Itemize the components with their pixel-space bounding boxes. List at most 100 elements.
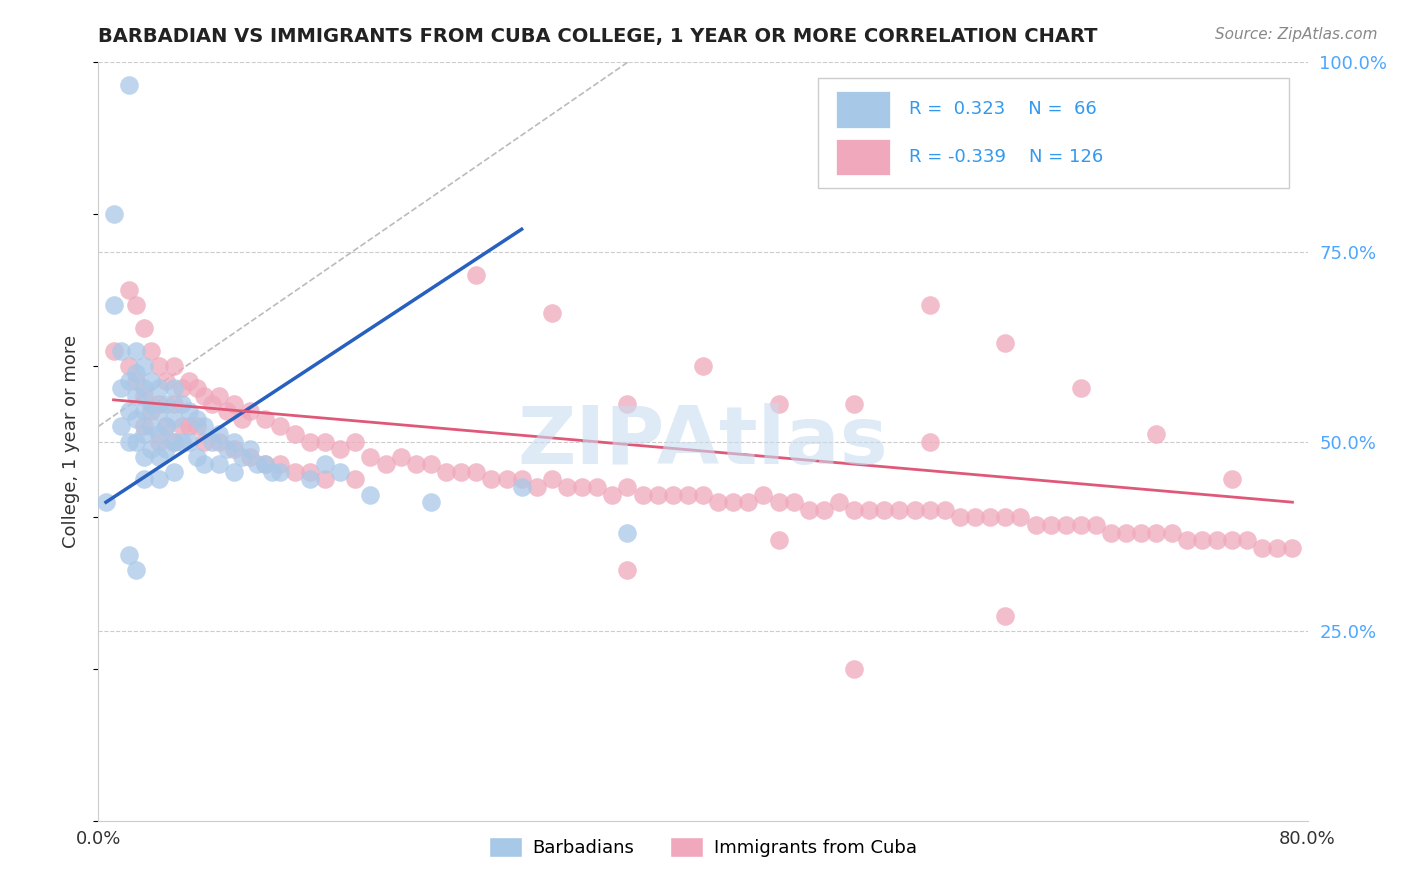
Point [125, 298, 148, 312]
Point [994, 335, 1017, 350]
Point [510, 473, 533, 487]
Point [118, 404, 141, 418]
Point [208, 389, 231, 403]
Point [465, 268, 488, 282]
Point [1267, 541, 1289, 555]
Point [239, 450, 262, 464]
Point [314, 434, 336, 449]
Point [389, 450, 412, 464]
Point [179, 434, 201, 449]
Point [269, 465, 291, 479]
Point [844, 662, 866, 676]
Point [94, 495, 117, 509]
Point [1115, 525, 1137, 540]
Point [155, 396, 177, 410]
Point [132, 450, 155, 464]
Point [661, 487, 683, 501]
Point [110, 419, 132, 434]
Point [616, 564, 638, 578]
Point [299, 465, 322, 479]
Point [873, 503, 896, 517]
Point [314, 458, 336, 472]
Point [208, 427, 231, 442]
Point [844, 396, 866, 410]
Point [965, 510, 987, 524]
Point [768, 533, 790, 548]
Point [329, 442, 352, 457]
Point [132, 359, 155, 373]
Point [179, 374, 201, 388]
Point [495, 473, 517, 487]
Point [1191, 533, 1213, 548]
Point [148, 473, 170, 487]
Point [103, 298, 125, 312]
Point [616, 525, 638, 540]
FancyBboxPatch shape [837, 91, 890, 128]
Point [1251, 541, 1274, 555]
Point [132, 473, 155, 487]
Point [1039, 517, 1062, 532]
Point [125, 412, 148, 426]
Point [481, 473, 503, 487]
Point [148, 427, 170, 442]
Point [193, 419, 215, 434]
Point [1236, 533, 1258, 548]
Point [314, 473, 336, 487]
Point [752, 487, 775, 501]
Point [118, 434, 141, 449]
Point [118, 548, 141, 563]
Point [246, 458, 269, 472]
Point [163, 465, 186, 479]
Point [186, 450, 208, 464]
Point [186, 382, 208, 396]
Point [360, 450, 382, 464]
Point [918, 503, 941, 517]
Point [163, 412, 186, 426]
Point [540, 473, 562, 487]
Point [540, 305, 562, 319]
Point [170, 396, 193, 410]
Point [103, 207, 125, 221]
Point [193, 434, 215, 449]
Point [148, 404, 170, 418]
Point [132, 427, 155, 442]
Point [1070, 517, 1092, 532]
Point [768, 495, 790, 509]
Point [723, 495, 745, 509]
Point [141, 396, 163, 410]
Point [737, 495, 759, 509]
Point [465, 465, 488, 479]
Text: BARBADIAN VS IMMIGRANTS FROM CUBA COLLEGE, 1 YEAR OR MORE CORRELATION CHART: BARBADIAN VS IMMIGRANTS FROM CUBA COLLEG… [98, 27, 1098, 45]
Point [231, 412, 253, 426]
Point [813, 503, 835, 517]
Point [616, 480, 638, 494]
Point [224, 434, 246, 449]
Point [1099, 525, 1122, 540]
FancyBboxPatch shape [837, 139, 890, 176]
Point [118, 78, 141, 92]
Point [155, 374, 177, 388]
Point [1085, 517, 1108, 532]
Point [155, 442, 177, 457]
Point [768, 396, 790, 410]
Point [141, 374, 163, 388]
Point [631, 487, 654, 501]
Point [602, 487, 624, 501]
Point [994, 608, 1017, 623]
Point [148, 359, 170, 373]
Point [284, 427, 307, 442]
Point [208, 458, 231, 472]
Point [141, 404, 163, 418]
Point [208, 434, 231, 449]
Point [118, 283, 141, 297]
Point [1144, 427, 1167, 442]
Point [1220, 473, 1243, 487]
Point [616, 396, 638, 410]
Text: ZIPAtlas: ZIPAtlas [517, 402, 889, 481]
Point [844, 503, 866, 517]
Point [1160, 525, 1182, 540]
Point [118, 374, 141, 388]
Point [420, 458, 443, 472]
FancyBboxPatch shape [818, 78, 1289, 187]
Point [193, 389, 215, 403]
